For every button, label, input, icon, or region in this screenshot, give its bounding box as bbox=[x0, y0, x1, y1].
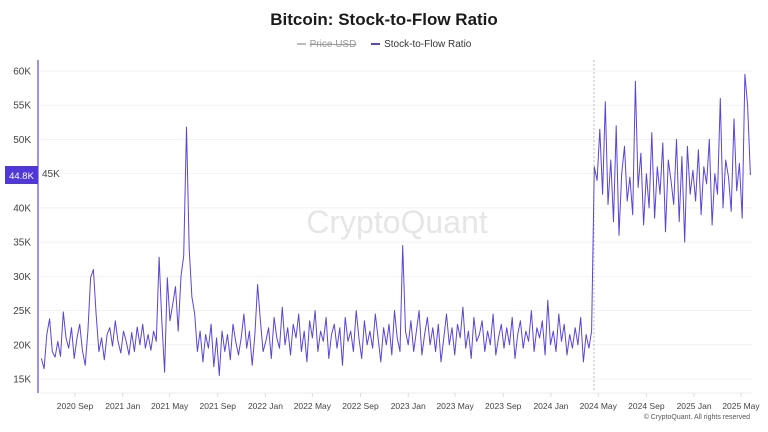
x-tick-label: 2023 May bbox=[436, 401, 474, 411]
legend-swatch bbox=[371, 43, 381, 45]
legend-item-stock-to-flow[interactable]: Stock-to-Flow Ratio bbox=[371, 39, 471, 50]
y-tick-label: 35K bbox=[13, 238, 31, 249]
legend-label: Stock-to-Flow Ratio bbox=[384, 38, 472, 50]
legend-item-price-usd[interactable]: Price USD bbox=[296, 38, 357, 50]
series-line-stock-to-flow[interactable] bbox=[40, 73, 751, 377]
y-tick-label: 30K bbox=[13, 272, 31, 283]
x-tick-label: 2023 Sep bbox=[485, 401, 522, 411]
y-tick-label: 55K bbox=[13, 101, 31, 112]
x-tick-label: 2022 Jan bbox=[248, 401, 283, 411]
x-tick-label: 2022 Sep bbox=[342, 401, 379, 411]
x-tick-label: 2025 Jan bbox=[677, 401, 712, 411]
y-tick-label: 45K bbox=[42, 169, 60, 180]
chart-title: Bitcoin: Stock-to-Flow Ratio bbox=[270, 10, 498, 29]
x-tick-label: 2024 Sep bbox=[628, 401, 665, 411]
y-tick-label: 25K bbox=[13, 306, 31, 317]
x-tick-label: 2021 Sep bbox=[200, 401, 237, 411]
y-tick-label: 20K bbox=[13, 340, 31, 351]
hover-y-label-text: 44.8K bbox=[9, 171, 34, 182]
x-tick-label: 2023 Jan bbox=[391, 401, 426, 411]
legend-swatch bbox=[296, 43, 306, 45]
x-tick-label: 2024 May bbox=[580, 401, 618, 411]
x-tick-label: 2021 May bbox=[151, 401, 189, 411]
y-tick-label: 40K bbox=[13, 203, 31, 214]
y-tick-label: 15K bbox=[13, 375, 31, 386]
legend-label: Price USD bbox=[309, 38, 357, 50]
copyright-text: © CryptoQuant. All rights reserved bbox=[643, 414, 750, 421]
x-tick-label: 2020 Sep bbox=[57, 401, 94, 411]
legend: Price USD Stock-to-Flow Ratio bbox=[0, 37, 768, 50]
watermark: CryptoQuant bbox=[306, 204, 488, 240]
x-tick-label: 2022 May bbox=[294, 401, 332, 411]
x-tick-label: 2021 Jan bbox=[105, 401, 140, 411]
hover-y-label: 44.8K bbox=[5, 166, 38, 184]
y-tick-label: 60K bbox=[13, 67, 31, 78]
x-tick-label: 2025 May bbox=[722, 401, 760, 411]
y-tick-label: 50K bbox=[13, 135, 31, 146]
x-tick-label: 2024 Jan bbox=[533, 401, 568, 411]
